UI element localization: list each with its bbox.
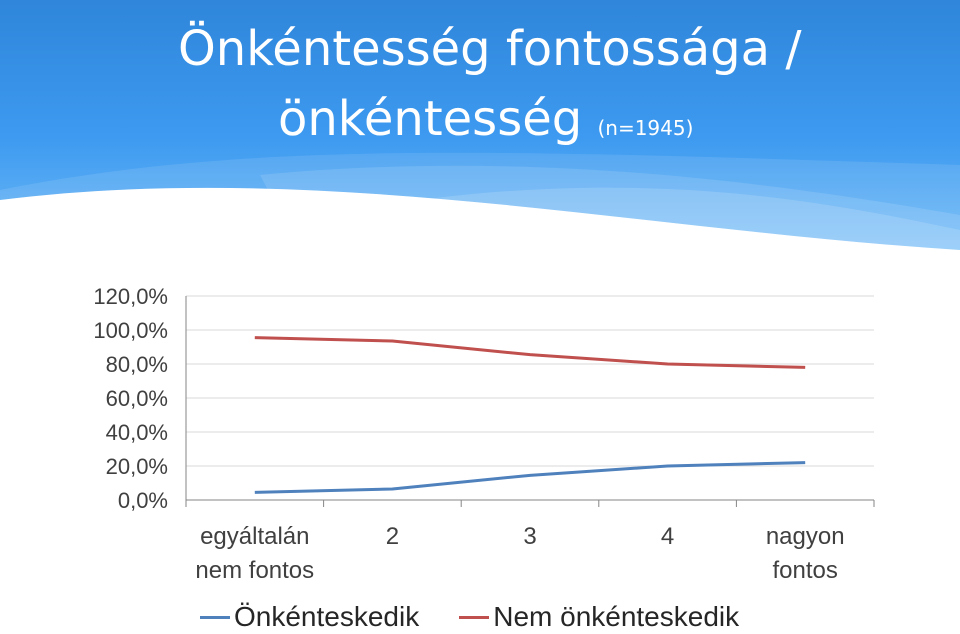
legend-swatch-red: [459, 615, 490, 619]
x-tick-label: egyáltalán: [200, 523, 309, 550]
line-chart: 0,0% 20,0% 40,0% 60,0% 80,0% 100,0% 120,0% egyá…: [93, 284, 875, 584]
x-tick-label: fontos: [773, 557, 838, 584]
y-tick-label: 80,0%: [106, 352, 168, 377]
sample-size-label: (n=1945): [597, 116, 694, 140]
x-tick-label: nagyon: [766, 523, 845, 550]
y-tick-label: 60,0%: [106, 386, 168, 411]
legend-item-onkenteskedik: Önkénteskedik: [200, 601, 419, 633]
header-wave-decoration: [0, 152, 960, 250]
legend-swatch-blue: [200, 615, 230, 619]
series-line-onkenteskedik: [254, 461, 806, 494]
y-tick-label: 120,0%: [93, 284, 168, 309]
legend-label: Önkénteskedik: [234, 601, 420, 632]
y-tick-label: 40,0%: [106, 420, 168, 445]
slide-header: Önkéntesség fontossága / önkéntesség (n=…: [0, 0, 960, 250]
title-word: önkéntesség: [278, 91, 583, 147]
x-tick-label: nem fontos: [195, 557, 314, 584]
title-line-2: önkéntesség (n=1945): [178, 84, 938, 163]
x-tick-label: 2: [386, 523, 399, 550]
y-tick-label: 100,0%: [93, 318, 168, 343]
x-tick-label: 3: [523, 523, 536, 550]
slide-title: Önkéntesség fontossága / önkéntesség (n=…: [178, 14, 938, 163]
x-tick-label: 4: [661, 523, 674, 550]
legend-item-nem-onkenteskedik: Nem önkénteskedik: [459, 601, 739, 633]
y-tick-label: 0,0%: [118, 488, 168, 513]
title-line-1: Önkéntesség fontossága /: [178, 21, 802, 77]
y-tick-label: 20,0%: [106, 454, 168, 479]
legend-label: Nem önkénteskedik: [493, 601, 740, 632]
series-line-nem-onkenteskedik: [254, 336, 806, 369]
chart-legend: Önkénteskedik Nem önkénteskedik: [200, 600, 779, 634]
